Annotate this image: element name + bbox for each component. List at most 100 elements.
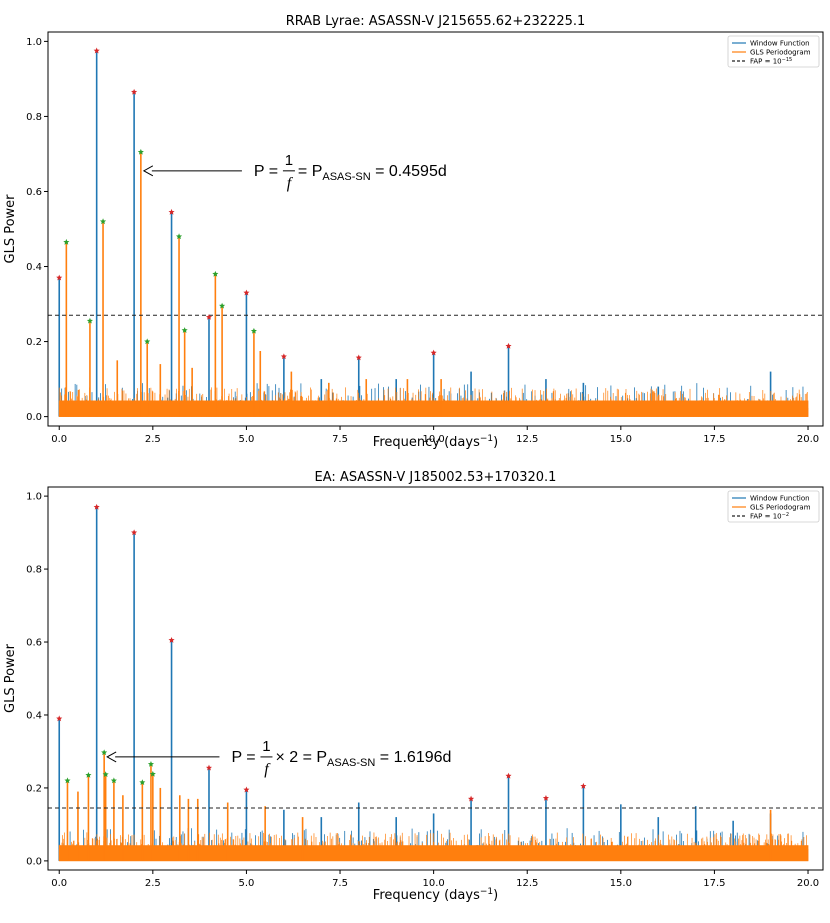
chart-title: RRAB Lyrae: ASASSN-V J215655.62+232225.1 (286, 14, 586, 29)
window-peak-star (131, 88, 138, 95)
y-tick-label: 0.8 (26, 112, 42, 123)
annotation-fraction-numerator: 1 (262, 738, 270, 755)
annotation-expression: = PASAS-SN = 0.4595d (298, 163, 447, 183)
y-tick-label: 0.2 (26, 337, 42, 348)
x-tick-label: 15.0 (610, 878, 632, 889)
gls-peak-star (250, 327, 257, 334)
gls-periodogram-series (58, 387, 809, 417)
annotation-fraction-denominator: f (287, 175, 294, 192)
legend-fap-exponent: −2 (782, 512, 789, 518)
gls-peak-star (110, 777, 117, 784)
y-tick-label: 0.8 (26, 565, 42, 576)
y-tick-label: 0.2 (26, 783, 42, 794)
x-axis-label-close: ) (493, 435, 498, 450)
plot-area (58, 50, 809, 417)
gls-peak-star (181, 327, 188, 333)
x-tick-label: 12.5 (516, 434, 538, 445)
legend-fap-main: FAP = 10 (750, 58, 782, 66)
gls-noise-band (58, 845, 809, 862)
window-peak-star (205, 313, 213, 320)
window-peak-star (243, 786, 250, 793)
gls-peak-star (102, 771, 109, 778)
x-tick-label: 17.5 (703, 878, 725, 889)
x-tick-label: 10.0 (422, 878, 444, 889)
y-tick-label: 0.4 (26, 262, 42, 273)
annotation-fraction-denominator: f (264, 761, 271, 778)
window-peak-star (280, 353, 287, 360)
y-tick-label: 0.0 (26, 856, 42, 867)
legend-fap-main: FAP = 10 (750, 513, 782, 521)
y-axis-label: GLS Power (3, 643, 18, 713)
annotation-subscript: ASAS-SN (322, 171, 370, 183)
annotation-arrow-head (142, 165, 154, 177)
x-tick-label: 20.0 (797, 878, 819, 889)
window-peak-star (56, 715, 63, 722)
period-annotation: P = 1 f = PASAS-SN = 0.4595d (142, 152, 447, 192)
gls-peak-star (139, 779, 146, 786)
x-tick-label: 5.0 (238, 434, 254, 445)
gls-peak-star (86, 317, 93, 324)
gls-peak-star (147, 761, 154, 767)
legend-box (727, 35, 820, 68)
x-tick-label: 7.5 (332, 878, 348, 889)
x-tick-label: 2.5 (145, 878, 161, 889)
annotation-result: = 0.4595d (371, 163, 447, 180)
peak-markers (56, 47, 512, 361)
gls-peak-star (176, 233, 183, 240)
legend-window-function-label: Window Function (750, 495, 810, 503)
gls-peak-star (212, 270, 219, 277)
window-peak-star (93, 503, 100, 510)
x-axis-label-exponent: −1 (480, 434, 493, 444)
x-axis-label-exponent: −1 (480, 887, 493, 897)
annotation-expression: × 2 = PASAS-SN = 1.6196d (275, 749, 451, 769)
gls-peak-star (144, 338, 151, 345)
x-tick-label: 7.5 (332, 434, 348, 445)
annotation-lhs: P = (254, 163, 278, 180)
x-tick-label: 12.5 (516, 878, 538, 889)
gls-peak-star (219, 302, 226, 309)
gls-periodogram-series (58, 832, 809, 862)
annotation-subscript: ASAS-SN (327, 757, 375, 769)
y-tick-label: 0.6 (26, 187, 42, 198)
window-peak-star (168, 208, 175, 215)
y-tick-label: 0.0 (26, 412, 42, 423)
axes-frame (47, 31, 824, 427)
x-tick-label: 2.5 (145, 434, 161, 445)
x-tick-label: 20.0 (797, 434, 819, 445)
window-peak-star (505, 772, 512, 779)
window-peak-star (168, 637, 175, 643)
x-tick-label: 0.0 (51, 878, 67, 889)
gls-peak-star (63, 238, 70, 245)
annotation-middle: × 2 = P (275, 749, 327, 766)
legend-fap-exponent: −15 (782, 57, 793, 63)
window-peak-star (56, 274, 63, 281)
legend-gls-periodogram-label: GLS Periodogram (750, 504, 811, 512)
x-axis-label-main: Frequency (days (373, 888, 480, 903)
plot-area (58, 507, 809, 862)
gls-peak-star (137, 148, 144, 155)
y-axis-label: GLS Power (3, 194, 18, 264)
peak-markers (56, 503, 587, 802)
annotation-middle: = P (298, 163, 322, 180)
y-tick-label: 1.0 (26, 37, 42, 48)
x-tick-label: 5.0 (238, 878, 254, 889)
x-axis-label: Frequency (days−1) (373, 887, 498, 903)
x-axis-label-close: ) (493, 888, 498, 903)
legend-box (727, 490, 820, 523)
gls-peak-star (85, 771, 92, 778)
y-tick-label: 0.4 (26, 710, 42, 721)
gls-peaks (65, 152, 442, 417)
window-peak-star (355, 354, 362, 361)
window-peak-star (580, 782, 587, 789)
annotation-arrow-head (106, 751, 117, 763)
legend-fap-label: FAP = 10−2 (750, 512, 789, 521)
y-tick-label: 0.6 (26, 638, 42, 649)
window-peak-star (468, 795, 475, 802)
gls-peaks (66, 752, 772, 861)
x-axis-label: Frequency (days−1) (373, 434, 498, 450)
x-axis-label-main: Frequency (days (373, 435, 480, 450)
axes-frame (47, 486, 824, 871)
bottom-periodogram-panel: EA: ASASSN-V J185002.53+170320.1 0.0 2.5 5.… (3, 470, 824, 903)
